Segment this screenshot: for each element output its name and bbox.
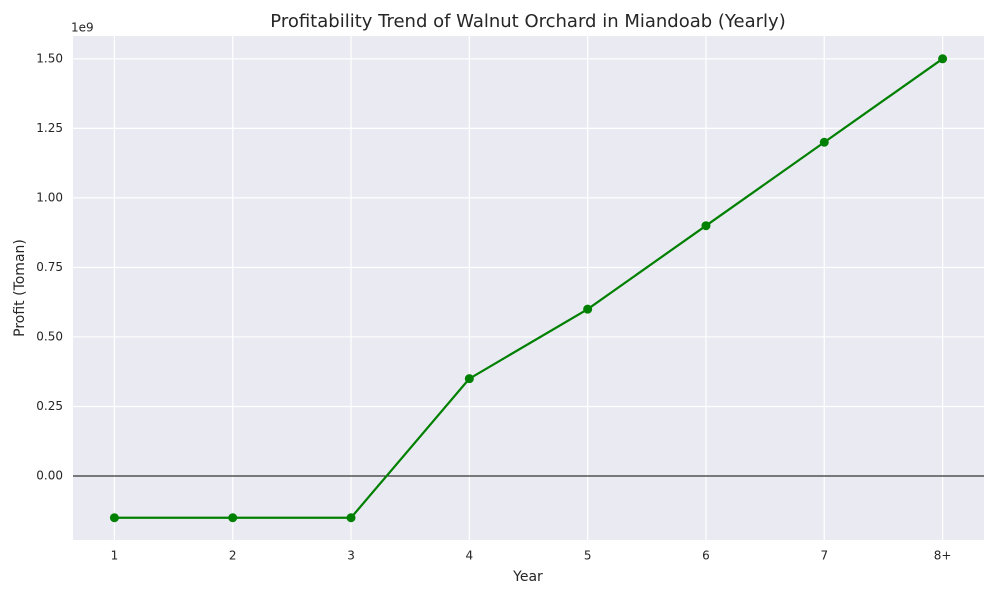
marker [109,513,119,523]
chart-title: Profitability Trend of Walnut Orchard in… [270,11,785,32]
y-offset-label: 1e9 [71,21,94,35]
marker [701,221,711,231]
x-tick-label: 2 [229,549,237,563]
y-tick-label: 0.25 [36,399,63,413]
marker [464,374,474,384]
y-axis-label: Profit (Toman) [12,239,28,337]
x-tick-label: 8+ [934,549,952,563]
x-tick-label: 3 [347,549,355,563]
y-tick-label: 0.00 [36,469,63,483]
y-tick-label: 1.00 [36,190,63,204]
y-tick-label: 0.75 [36,260,63,274]
x-tick-label: 7 [820,549,828,563]
y-tick-label: 1.25 [36,121,63,135]
line [114,57,944,519]
x-tick-label: 5 [584,549,592,563]
marker [819,137,829,147]
x-tick-label: 1 [111,549,119,563]
marker [583,304,593,314]
x-tick-label: 6 [702,549,710,563]
marker [228,513,238,523]
x-tick-label: 4 [466,549,474,563]
marker [938,54,948,64]
y-tick-label: 0.50 [36,329,63,343]
y-tick-label: 1.50 [36,51,63,65]
x-axis-label: Year [512,569,543,585]
plot-area [73,36,984,540]
marker [346,513,356,523]
